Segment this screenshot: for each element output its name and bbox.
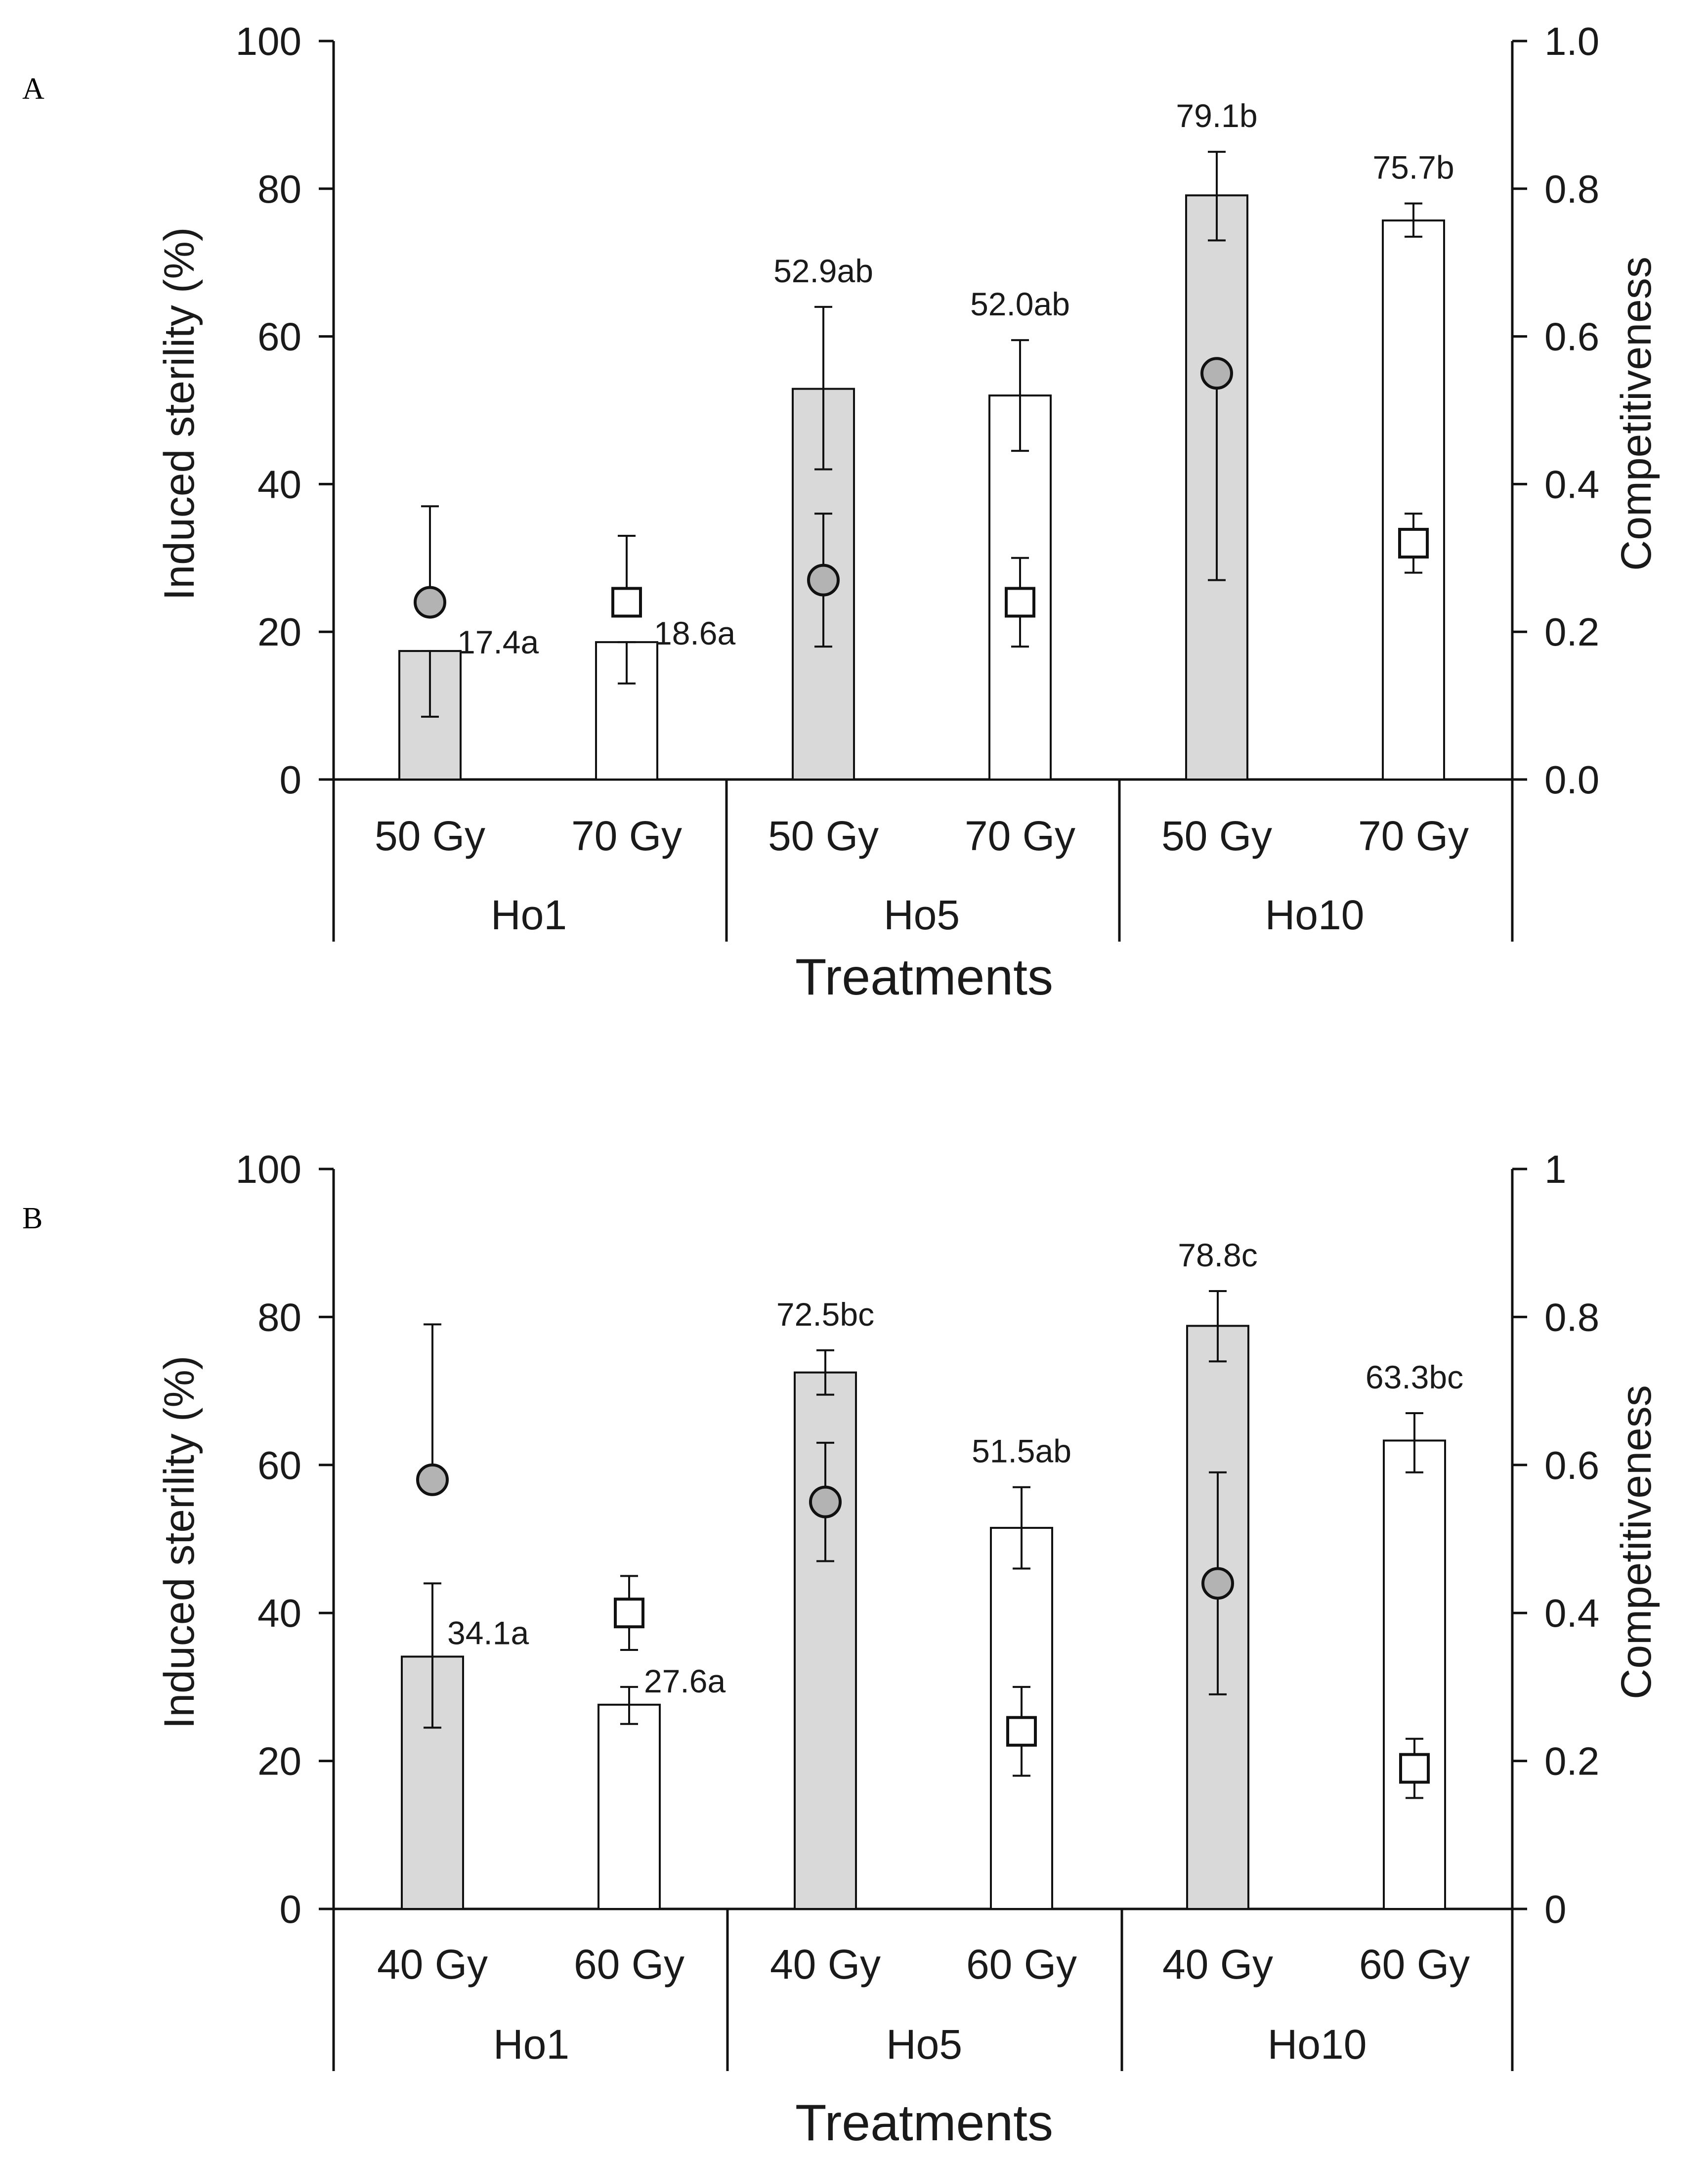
panel-a-competitiveness-marker [1398, 527, 1429, 559]
panel-b-y2-tick-label: 0.4 [1544, 1591, 1599, 1635]
panel-b-bar-data-label: 63.3bc [1366, 1359, 1463, 1395]
panel-b-bar [598, 1703, 661, 1910]
panel-a-group-label: Ho10 [1265, 892, 1365, 938]
panel-a-group-label: Ho5 [884, 892, 960, 938]
panel-b-dose-label: 40 Gy [377, 1941, 488, 1988]
panel-b-y2-tick-label: 0.6 [1544, 1443, 1599, 1487]
panel-b-y2-tick-label: 0.2 [1544, 1739, 1599, 1783]
panel-a-dose-label: 70 Gy [1358, 813, 1469, 859]
panel-b-group-label: Ho10 [1268, 2021, 1367, 2068]
panel-a-dose-label: 70 Gy [965, 813, 1075, 859]
panel-b-competitiveness-marker [809, 1485, 842, 1518]
panel-a-y2-tick-label: 1.0 [1544, 19, 1599, 63]
panel-a-group-labels: Ho1 Ho5 Ho10 [491, 892, 1364, 938]
panel-a-y-tick-label: 40 [257, 462, 301, 506]
panel-b-y-tick-label: 40 [257, 1591, 301, 1635]
panel-b-bar-data-label: 34.1a [447, 1615, 529, 1651]
panel-b: B Induced sterility (%) Competitiveness … [22, 1147, 1660, 2152]
panel-b-competitiveness-marker [416, 1463, 449, 1496]
panel-a-dose-label: 50 Gy [768, 813, 879, 859]
panel-b-dose-label: 60 Gy [1359, 1941, 1470, 1988]
panel-a-competitiveness-marker [414, 586, 446, 619]
panel-b-y-tick-label: 100 [236, 1147, 301, 1191]
panel-a-bar-data-label: 79.1b [1176, 97, 1257, 134]
panel-a-group-label: Ho1 [491, 892, 567, 938]
panel-b-y2-tick-label: 0 [1544, 1887, 1567, 1931]
panel-a-bar-data-label: 52.9ab [773, 253, 873, 289]
panel-b-y-axis-title: Induced sterility (%) [156, 1355, 203, 1729]
panel-a-y2-axis-title: Competitiveness [1613, 257, 1660, 571]
panel-b-bar [1383, 1439, 1446, 1910]
panel-b-y-tick-label: 80 [257, 1295, 301, 1339]
panel-a: A Induced sterility (%) Competitiveness … [22, 19, 1660, 1006]
panel-a-y2-tick-label: 0.2 [1544, 610, 1599, 654]
panel-a-bar-data-label: 75.7b [1372, 149, 1454, 186]
panel-b-y-tick-label: 60 [257, 1443, 301, 1487]
panel-a-bar-data-label: 52.0ab [970, 286, 1070, 322]
panel-a-y2-tick-label: 0.8 [1544, 167, 1599, 211]
panel-a-competitiveness-marker [611, 587, 642, 618]
panel-b-bar-data-label: 27.6a [644, 1663, 726, 1699]
panel-a-dose-label: 50 Gy [1161, 813, 1272, 859]
panel-b-dose-label: 40 Gy [1162, 1941, 1273, 1988]
panel-b-bar-data-label: 51.5ab [972, 1433, 1071, 1470]
panel-b-y-tick-label: 0 [280, 1887, 302, 1931]
panel-a-y2-tick-label: 0.0 [1544, 758, 1599, 802]
panel-b-bar-data-label: 72.5bc [776, 1296, 874, 1333]
panel-a-bar-data-label: 17.4a [457, 624, 539, 660]
panel-b-competitiveness-marker [1399, 1753, 1430, 1784]
panel-a-y-tick-label: 0 [280, 758, 302, 802]
panel-a-y2-tick-label: 0.6 [1544, 315, 1599, 359]
panel-a-letter: A [22, 72, 44, 106]
panel-b-competitiveness-marker [614, 1598, 644, 1629]
panel-b-group-label: Ho5 [886, 2021, 962, 2068]
panel-b-dose-label: 40 Gy [770, 1941, 881, 1988]
panel-b-y2-tick-label: 1 [1544, 1147, 1567, 1191]
panel-a-dose-label: 50 Gy [375, 813, 485, 859]
panel-a-bar [1382, 219, 1445, 780]
panel-a-x-axis-title: Treatments [795, 949, 1053, 1006]
panel-b-x-axis-title: Treatments [795, 2094, 1053, 2152]
panel-a-y-tick-label: 80 [257, 167, 301, 211]
panel-b-bar-data-label: 78.8c [1178, 1237, 1257, 1273]
panel-b-dose-label: 60 Gy [966, 1941, 1077, 1988]
panel-b-competitiveness-marker [1006, 1716, 1037, 1747]
panel-a-competitiveness-marker [807, 563, 840, 597]
panel-b-y2-axis-title: Competitiveness [1613, 1385, 1660, 1699]
panel-a-competitiveness-marker [1005, 587, 1035, 618]
panel-a-bar-data-label: 18.6a [654, 615, 735, 651]
panel-a-y-tick-label: 20 [257, 610, 301, 654]
panel-b-competitiveness-marker [1201, 1567, 1234, 1600]
panel-b-y2-tick-label: 0.8 [1544, 1295, 1599, 1339]
panel-a-y-tick-label: 100 [236, 19, 301, 63]
panel-a-competitiveness-marker [1200, 357, 1233, 390]
panel-a-dose-label: 70 Gy [571, 813, 682, 859]
panel-b-letter: B [22, 1202, 43, 1235]
panel-b-y-tick-label: 20 [257, 1739, 301, 1783]
panel-b-dose-label: 60 Gy [574, 1941, 684, 1988]
panel-b-group-label: Ho1 [493, 2021, 569, 2068]
panel-b-group-labels: Ho1 Ho5 Ho10 [493, 2021, 1366, 2068]
panel-a-y-tick-label: 60 [257, 315, 301, 359]
panel-a-y2-tick-label: 0.4 [1544, 462, 1599, 506]
panel-a-y-axis-title: Induced sterility (%) [156, 227, 203, 600]
